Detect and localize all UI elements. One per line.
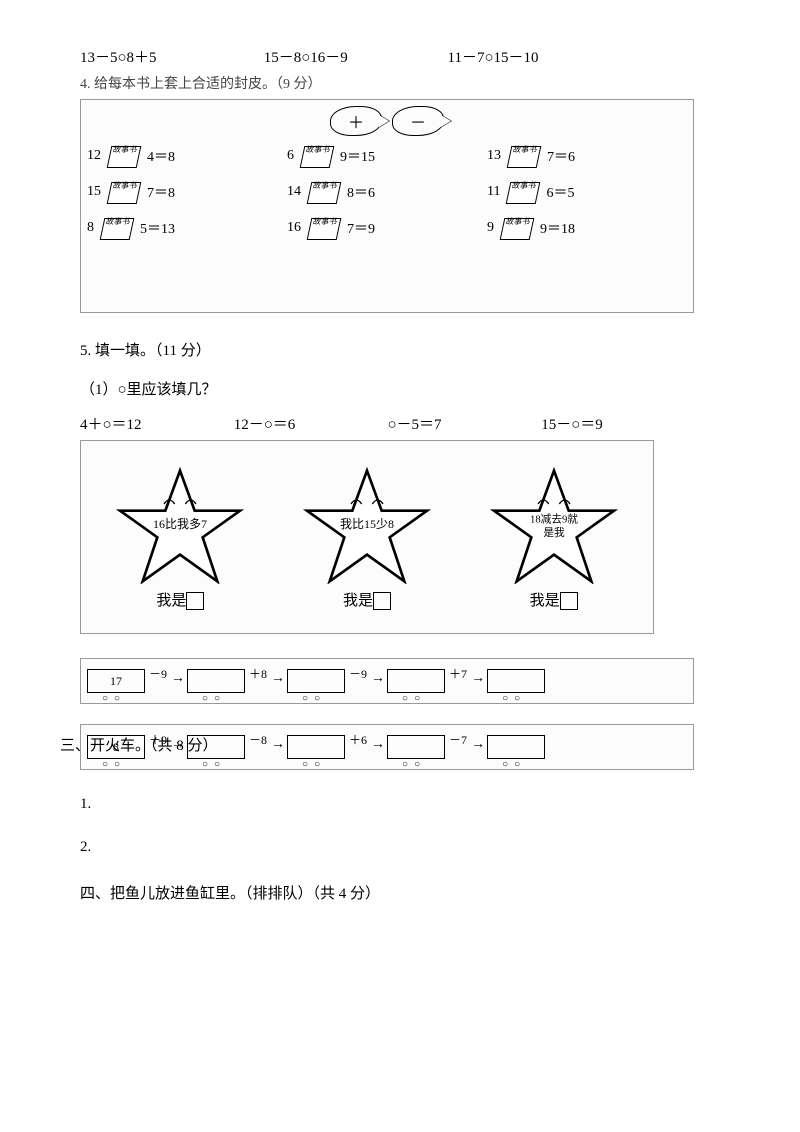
fill-d: 15－○＝9: [541, 413, 691, 434]
fill-a: 4＋○＝12: [80, 413, 230, 434]
num-2: 2.: [80, 839, 720, 856]
arrow-icon: →: [371, 671, 385, 687]
train-car[interactable]: [387, 669, 445, 693]
book-cell: 148＝6: [287, 178, 487, 206]
star-unit: 我比15少8 我是: [292, 464, 442, 611]
op-label: ＋7: [449, 665, 467, 682]
train-row: 17 －9→ ＋8→ －9→ ＋7→: [87, 669, 687, 693]
star-icon: 16比我多7: [105, 464, 255, 584]
arrow-icon: →: [471, 737, 485, 753]
book-cell: 137＝6: [487, 142, 687, 170]
star-text: 16比我多7: [153, 517, 207, 531]
books-figure: ＋ － 124＝8 69＝15 137＝6 157＝8 148＝6 116＝5 …: [80, 99, 694, 313]
star-caption: 我是: [105, 589, 255, 611]
train-car[interactable]: [487, 669, 545, 693]
arrow-icon: →: [371, 737, 385, 753]
star-text: 18减去9就: [530, 512, 578, 525]
book-grid: 124＝8 69＝15 137＝6 157＝8 148＝6 116＝5 85＝1…: [87, 142, 687, 242]
star-unit: 16比我多7 我是: [105, 464, 255, 611]
book-icon: [505, 142, 543, 170]
book-icon: [298, 142, 336, 170]
cmp-b: 15－8○16－9: [264, 46, 444, 67]
op-label: ＋6: [349, 731, 367, 748]
train-car[interactable]: [187, 669, 245, 693]
train-car[interactable]: [287, 735, 345, 759]
star-text: 我比15少8: [340, 517, 394, 531]
star-unit: 18减去9就 是我 我是: [479, 464, 629, 611]
book-cell: 116＝5: [487, 178, 687, 206]
op-label: ＋8: [249, 665, 267, 682]
answer-box[interactable]: [373, 592, 391, 610]
stars-figure: 16比我多7 我是 我比15少8 我是 18减去9就 是我 我是: [80, 440, 654, 634]
book-icon: [504, 178, 542, 206]
plus-cloud-icon: ＋: [330, 106, 382, 136]
book-icon: [305, 214, 343, 242]
sec3-heading: 三、开火车。（共 8 分）: [60, 734, 218, 755]
book-icon: [105, 178, 143, 206]
star-caption: 我是: [292, 589, 442, 611]
book-icon: [105, 142, 143, 170]
book-cell: 167＝9: [287, 214, 487, 242]
cloud-row: ＋ －: [87, 106, 687, 136]
book-icon: [305, 178, 343, 206]
arrow-icon: →: [271, 671, 285, 687]
q5-fill-row: 4＋○＝12 12－○＝6 ○－5＝7 15－○＝9: [80, 413, 720, 434]
train-car[interactable]: [487, 735, 545, 759]
q4-partial-text: 4. 给每本书上套上合适的封皮。（9 分）: [80, 73, 720, 93]
train-car: 17: [87, 669, 145, 693]
arrow-icon: →: [471, 671, 485, 687]
train-car[interactable]: [287, 669, 345, 693]
arrow-icon: →: [271, 737, 285, 753]
book-cell: 124＝8: [87, 142, 287, 170]
book-cell: 69＝15: [287, 142, 487, 170]
q5-sub1: （1）○里应该填几？: [80, 378, 720, 399]
train-car[interactable]: [387, 735, 445, 759]
op-label: －9: [349, 665, 367, 682]
book-cell: 157＝8: [87, 178, 287, 206]
minus-label: －: [410, 109, 426, 133]
arrow-icon: →: [171, 671, 185, 687]
star-icon: 18减去9就 是我: [479, 464, 629, 584]
fill-b: 12－○＝6: [234, 413, 384, 434]
answer-box[interactable]: [186, 592, 204, 610]
op-label: －8: [249, 731, 267, 748]
q5-head: 5. 填一填。（11 分）: [80, 339, 720, 360]
sec4-heading: 四、把鱼儿放进鱼缸里。（排排队）（共 4 分）: [80, 882, 720, 903]
star-caption: 我是: [479, 589, 629, 611]
minus-cloud-icon: －: [392, 106, 444, 136]
num-1: 1.: [80, 796, 720, 813]
plus-label: ＋: [348, 109, 364, 133]
op-label: －7: [449, 731, 467, 748]
cmp-a: 13－5○8＋5: [80, 46, 260, 67]
answer-box[interactable]: [560, 592, 578, 610]
fill-c: ○－5＝7: [388, 413, 538, 434]
cmp-c: 11－7○15－10: [448, 46, 628, 67]
train-figure-1: 17 －9→ ＋8→ －9→ ＋7→: [80, 658, 694, 704]
book-icon: [498, 214, 536, 242]
star-text2: 是我: [543, 527, 565, 539]
compare-row: 13－5○8＋5 15－8○16－9 11－7○15－10: [80, 46, 720, 67]
book-icon: [98, 214, 136, 242]
book-cell: 85＝13: [87, 214, 287, 242]
op-label: －9: [149, 665, 167, 682]
book-cell: 99＝18: [487, 214, 687, 242]
star-icon: 我比15少8: [292, 464, 442, 584]
